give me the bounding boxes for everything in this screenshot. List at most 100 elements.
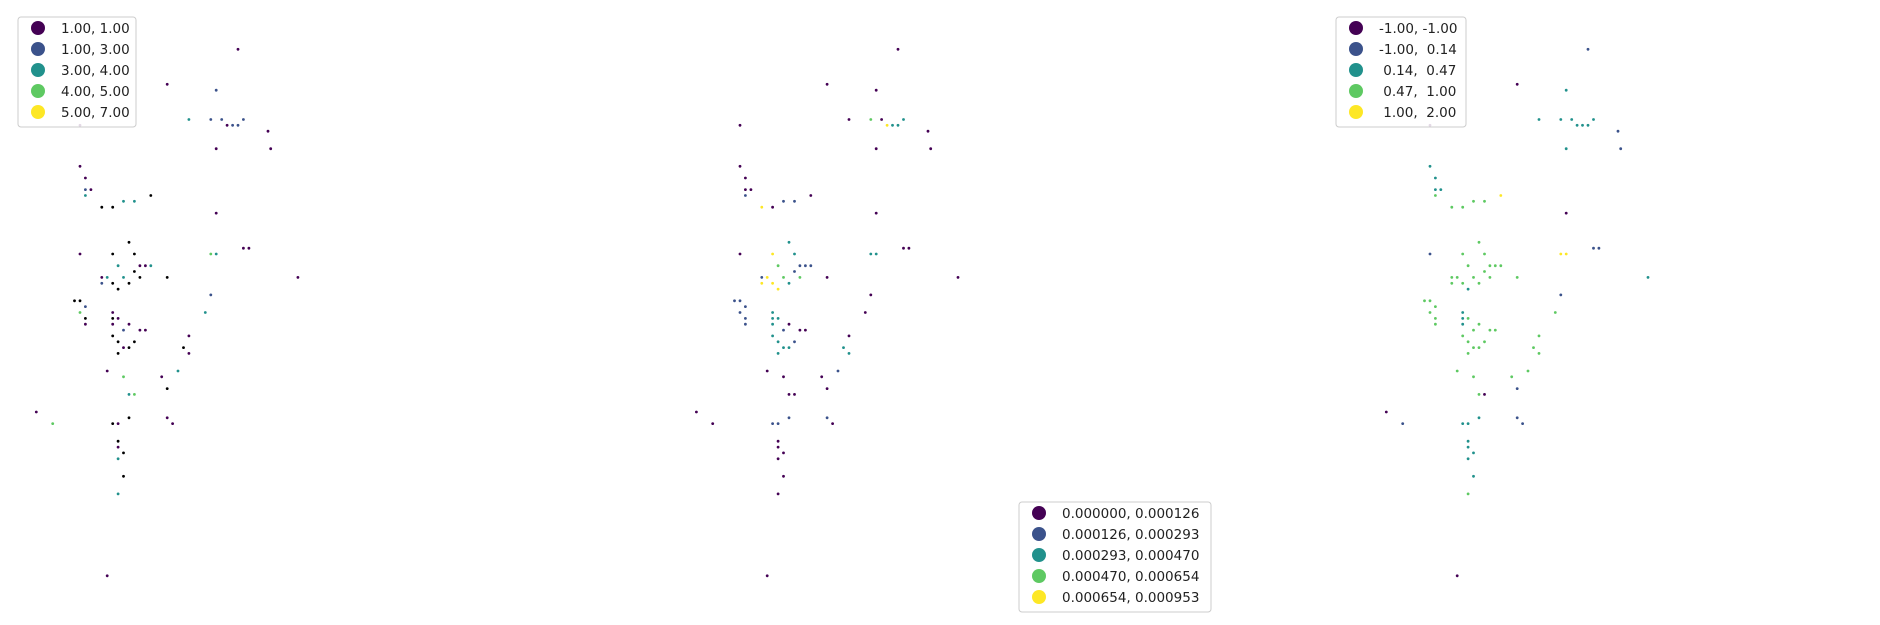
data-point	[869, 293, 873, 297]
data-point	[1455, 369, 1459, 373]
data-point	[896, 123, 900, 127]
data-point	[1439, 188, 1443, 192]
data-point	[798, 276, 802, 279]
data-point	[1461, 317, 1465, 320]
data-point	[1537, 118, 1541, 121]
data-point	[1428, 164, 1432, 168]
data-point	[1483, 270, 1486, 273]
data-point	[1466, 264, 1470, 268]
data-point	[874, 147, 878, 151]
data-point	[296, 276, 300, 279]
data-point	[116, 264, 120, 268]
data-point	[176, 369, 180, 373]
data-point	[122, 451, 125, 455]
data-point	[78, 311, 82, 314]
data-point	[214, 211, 218, 215]
legend-marker	[1032, 569, 1046, 583]
data-point	[1483, 393, 1486, 396]
data-point	[1428, 311, 1432, 314]
data-point	[782, 451, 785, 455]
data-point	[149, 264, 153, 268]
legend-marker	[31, 21, 45, 35]
data-point	[116, 352, 120, 355]
data-point	[165, 276, 169, 279]
legend-label: 0.000000, 0.000126	[1062, 506, 1199, 522]
data-point	[160, 375, 164, 379]
data-point	[1450, 205, 1454, 209]
data-point	[1434, 305, 1437, 308]
data-point	[874, 211, 878, 215]
data-point	[771, 252, 774, 256]
data-point	[891, 123, 894, 127]
data-point	[771, 205, 774, 209]
data-point	[266, 129, 270, 133]
legend-marker	[31, 105, 45, 119]
data-point	[138, 328, 142, 332]
data-point	[1434, 176, 1437, 180]
data-point	[929, 147, 933, 151]
legend-marker	[1349, 21, 1363, 35]
data-point	[1472, 199, 1475, 203]
data-point	[1450, 281, 1454, 285]
data-point	[214, 88, 218, 92]
data-point	[738, 164, 742, 168]
legend-label: 0.000293, 0.000470	[1062, 548, 1199, 564]
data-point	[127, 416, 131, 420]
data-point	[1619, 147, 1623, 151]
data-point	[73, 299, 76, 303]
data-point	[776, 492, 780, 496]
legend-label: 1.00, 2.00	[1379, 105, 1456, 121]
data-point	[149, 194, 153, 197]
legend: -1.00, -1.00 -1.00, 0.14 0.14, 0.47 0.47,…	[1335, 16, 1467, 128]
data-point	[1477, 281, 1481, 285]
data-point	[782, 375, 785, 379]
data-point	[1570, 118, 1574, 121]
data-point	[1477, 393, 1481, 396]
data-point	[105, 369, 109, 373]
data-point	[1592, 118, 1595, 121]
data-point	[1461, 281, 1465, 285]
data-point	[793, 270, 796, 273]
data-point	[1483, 340, 1486, 344]
data-point	[738, 311, 742, 314]
data-point	[116, 457, 120, 461]
data-point	[831, 422, 834, 425]
data-point	[1515, 276, 1519, 279]
data-point	[100, 281, 104, 285]
data-point	[825, 416, 829, 420]
data-point	[1559, 252, 1563, 256]
data-point	[896, 47, 900, 51]
data-point	[760, 205, 764, 209]
data-point	[793, 252, 796, 256]
data-point	[798, 328, 802, 332]
data-point	[776, 422, 780, 425]
data-point	[1586, 123, 1590, 127]
data-point	[820, 375, 824, 379]
data-point	[1597, 246, 1601, 250]
data-point	[1499, 264, 1503, 268]
data-point	[1472, 276, 1475, 279]
legend-marker	[31, 63, 45, 77]
data-point	[760, 281, 764, 285]
data-point	[1581, 123, 1584, 127]
data-point	[116, 445, 120, 449]
data-point	[765, 574, 769, 578]
data-point	[1466, 445, 1470, 449]
data-point	[203, 311, 207, 314]
legend-marker	[1032, 527, 1046, 541]
data-point	[1537, 352, 1541, 355]
data-point	[89, 188, 93, 192]
data-point	[1586, 47, 1590, 51]
data-point	[84, 305, 87, 308]
data-point	[1466, 422, 1470, 425]
data-point	[138, 276, 142, 279]
data-point	[1423, 299, 1426, 303]
data-point	[874, 88, 878, 92]
data-point	[116, 317, 120, 320]
data-point	[1493, 264, 1497, 268]
data-point	[793, 393, 796, 396]
data-point	[809, 194, 813, 197]
data-point	[902, 246, 905, 250]
data-point	[1521, 422, 1524, 425]
data-point	[956, 276, 960, 279]
